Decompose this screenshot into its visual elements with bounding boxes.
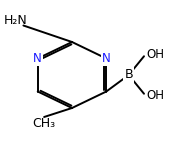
Text: N: N: [102, 52, 111, 65]
Text: B: B: [124, 69, 133, 81]
Text: OH: OH: [147, 48, 165, 61]
Text: OH: OH: [147, 89, 165, 102]
Text: H₂N: H₂N: [3, 14, 27, 27]
Text: N: N: [33, 52, 42, 65]
Text: CH₃: CH₃: [33, 117, 56, 130]
